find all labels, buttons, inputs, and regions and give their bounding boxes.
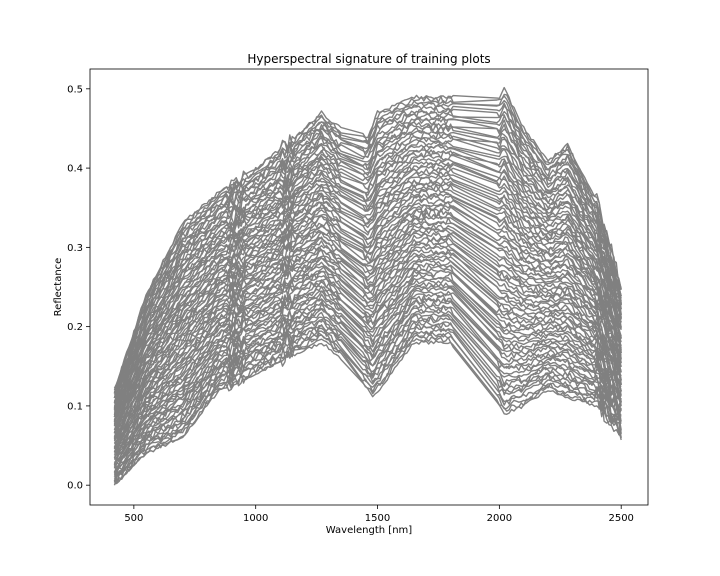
series-line: [113, 144, 622, 412]
y-tick-label: 0.3: [67, 243, 83, 254]
y-tick-label: 0.2: [67, 322, 83, 333]
series-line: [113, 282, 622, 466]
series-line: [113, 221, 622, 440]
y-tick-label: 0.1: [67, 401, 83, 412]
series-line: [114, 258, 622, 453]
series-line: [113, 182, 622, 425]
series-line: [113, 206, 622, 434]
chart-title: Hyperspectral signature of training plot…: [247, 52, 490, 66]
series-line: [113, 279, 622, 464]
series-line: [113, 187, 622, 426]
x-tick-label: 1000: [243, 513, 268, 524]
series-line: [113, 245, 622, 450]
series-line: [113, 300, 622, 473]
series-line: [113, 325, 622, 483]
x-tick-label: 2000: [487, 513, 512, 524]
x-tick-label: 1500: [365, 513, 390, 524]
series-line: [113, 129, 622, 403]
series-line: [113, 313, 622, 475]
series-line: [113, 162, 622, 418]
series-line: [113, 134, 622, 409]
series-line: [113, 149, 622, 410]
series-line: [113, 285, 622, 465]
series-line: [113, 121, 622, 399]
series-line: [113, 224, 622, 442]
series-line: [113, 233, 622, 444]
series-line: [113, 216, 622, 440]
series-line: [113, 86, 622, 389]
series-line: [113, 305, 622, 474]
x-tick-label: 2500: [608, 513, 633, 524]
series-line: [113, 242, 622, 449]
series-line: [113, 198, 622, 431]
y-axis-ticks: 0.0 0.1 0.2 0.3 0.4 0.5: [67, 84, 90, 492]
y-axis-label: Reflectance: [53, 258, 64, 317]
series-line: [113, 167, 622, 417]
series-line: [113, 176, 622, 423]
y-tick-label: 0.4: [67, 164, 83, 175]
series-line: [113, 294, 622, 469]
x-axis-label: Wavelength [nm]: [326, 525, 412, 536]
series-line: [113, 289, 622, 465]
series-line: [113, 287, 622, 467]
series-line: [113, 215, 622, 439]
series-line: [113, 157, 622, 415]
series-line: [114, 211, 622, 434]
series-line: [113, 201, 622, 434]
y-tick-label: 0.0: [67, 481, 83, 492]
series-line: [113, 93, 622, 391]
series-line: [113, 117, 622, 403]
x-axis-ticks: 500 1000 1500 2000 2500: [124, 505, 634, 524]
series-line: [113, 165, 622, 421]
series-line: [114, 340, 622, 485]
y-tick-label: 0.5: [67, 84, 83, 95]
series-line: [113, 251, 622, 453]
series-lines: [113, 86, 622, 486]
x-tick-label: 500: [124, 513, 143, 524]
series-line: [113, 232, 622, 445]
series-line: [113, 310, 622, 476]
series-line: [113, 137, 622, 405]
series-line: [113, 99, 622, 395]
series-line: [113, 322, 622, 482]
series-line: [113, 257, 622, 456]
plot-frame: [89, 68, 649, 506]
series-line: [113, 269, 622, 461]
series-line: [113, 328, 622, 482]
